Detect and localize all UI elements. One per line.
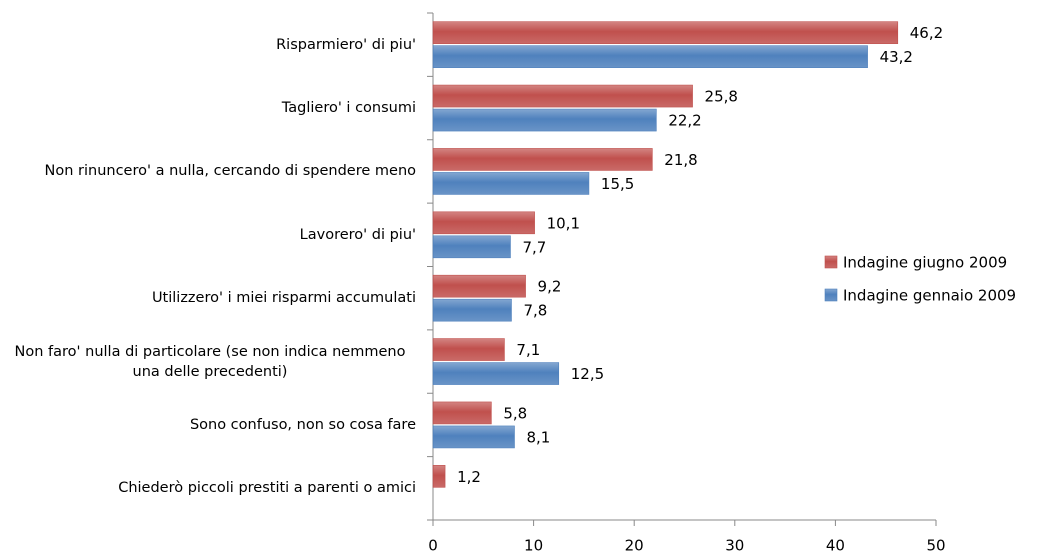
category-text: Non rinuncero' a nulla, cercando di spen… — [44, 163, 417, 180]
value-label: 7,8 — [523, 302, 547, 320]
x-tick-label: 0 — [428, 537, 438, 555]
x-tick-label: 30 — [725, 537, 744, 555]
value-label: 15,5 — [601, 175, 634, 193]
value-label: 21,8 — [664, 151, 697, 169]
legend-swatch — [824, 288, 838, 302]
bar — [432, 211, 535, 235]
value-label: 8,1 — [526, 428, 550, 446]
value-label: 12,5 — [571, 365, 604, 383]
legend-label: Indagine giugno 2009 — [843, 254, 1007, 272]
category-label: Risparmiero' di piu' — [4, 35, 416, 55]
x-tick-label: 20 — [625, 537, 644, 555]
category-text: Non faro' nulla di particolare (se non i… — [14, 343, 406, 380]
bar — [432, 108, 657, 132]
bar — [432, 21, 899, 44]
category-label: Non rinuncero' a nulla, cercando di spen… — [4, 161, 417, 181]
bar — [432, 84, 693, 108]
category-text: Sono confuso, non so cosa fare — [189, 416, 416, 433]
value-label: 10,1 — [547, 214, 580, 232]
x-tick-label: 50 — [926, 537, 945, 555]
bar — [432, 274, 526, 298]
category-label: Utilizzero' i miei risparmi accumulati — [4, 288, 416, 308]
bar — [432, 425, 515, 449]
category-text: Tagliero' i consumi — [281, 100, 416, 117]
bar — [432, 235, 511, 259]
value-label: 7,1 — [516, 341, 540, 359]
value-label: 5,8 — [503, 404, 527, 422]
category-label: Non faro' nulla di particolare (se non i… — [4, 342, 416, 382]
category-text: Chiederò piccoli prestiti a parenti o am… — [118, 480, 416, 497]
category-label: Sono confuso, non so cosa fare — [4, 415, 416, 435]
category-text: Risparmiero' di piu' — [276, 36, 416, 53]
category-text: Utilizzero' i miei risparmi accumulati — [151, 290, 416, 307]
legend-swatch — [824, 255, 838, 269]
x-tick-label: 10 — [524, 537, 543, 555]
bar — [432, 45, 868, 68]
bar — [432, 148, 653, 171]
value-label: 1,2 — [457, 468, 481, 486]
category-text: Lavorero' di piu' — [299, 226, 416, 243]
legend-label: Indagine gennaio 2009 — [843, 287, 1016, 305]
bar — [432, 172, 590, 195]
value-label: 25,8 — [705, 88, 738, 106]
value-label: 43,2 — [880, 48, 913, 66]
value-label: 46,2 — [910, 24, 943, 42]
bar — [432, 362, 560, 385]
category-label: Tagliero' i consumi — [4, 98, 416, 118]
value-label: 7,7 — [522, 238, 546, 256]
value-label: 9,2 — [538, 278, 562, 296]
category-label: Chiederò piccoli prestiti a parenti o am… — [4, 478, 416, 498]
bar — [432, 465, 446, 488]
x-tick-label: 40 — [826, 537, 845, 555]
bar — [432, 338, 505, 361]
category-label: Lavorero' di piu' — [4, 225, 416, 245]
value-label: 22,2 — [668, 112, 701, 130]
bar — [432, 298, 512, 322]
bar — [432, 401, 492, 425]
